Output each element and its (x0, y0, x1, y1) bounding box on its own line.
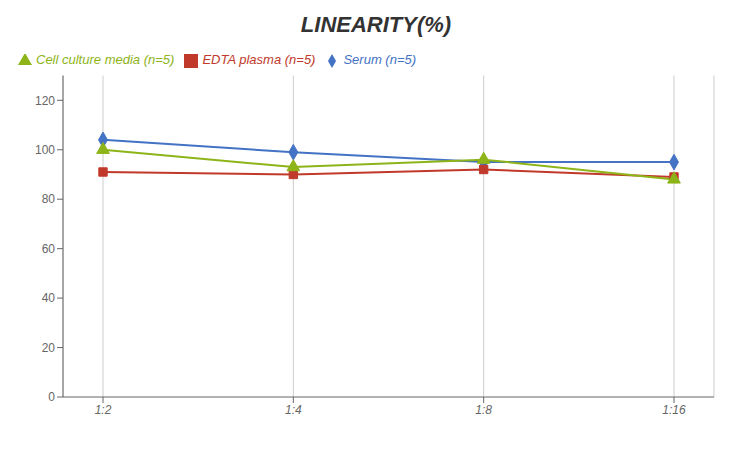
svg-text:1:16: 1:16 (662, 403, 686, 417)
svg-text:20: 20 (42, 341, 56, 355)
svg-text:60: 60 (42, 242, 56, 256)
html-text:Cell culture media (n=5): Cell culture media (n=5) (36, 52, 175, 67)
svg-text:80: 80 (42, 192, 56, 206)
svg-text:1:4: 1:4 (285, 403, 302, 417)
svg-text:1:2: 1:2 (95, 403, 112, 417)
svg-text:100: 100 (35, 143, 55, 157)
html-text:EDTA plasma (n=5): EDTA plasma (n=5) (202, 52, 316, 67)
html-text:Serum (n=5): Serum (n=5) (343, 52, 417, 67)
svg-text:40: 40 (42, 291, 56, 305)
svg-text:1:8: 1:8 (475, 403, 492, 417)
html-text:LINEARITY(%): LINEARITY(%) (300, 12, 452, 37)
svg-text:0: 0 (48, 390, 55, 404)
svg-text:120: 120 (35, 94, 55, 108)
